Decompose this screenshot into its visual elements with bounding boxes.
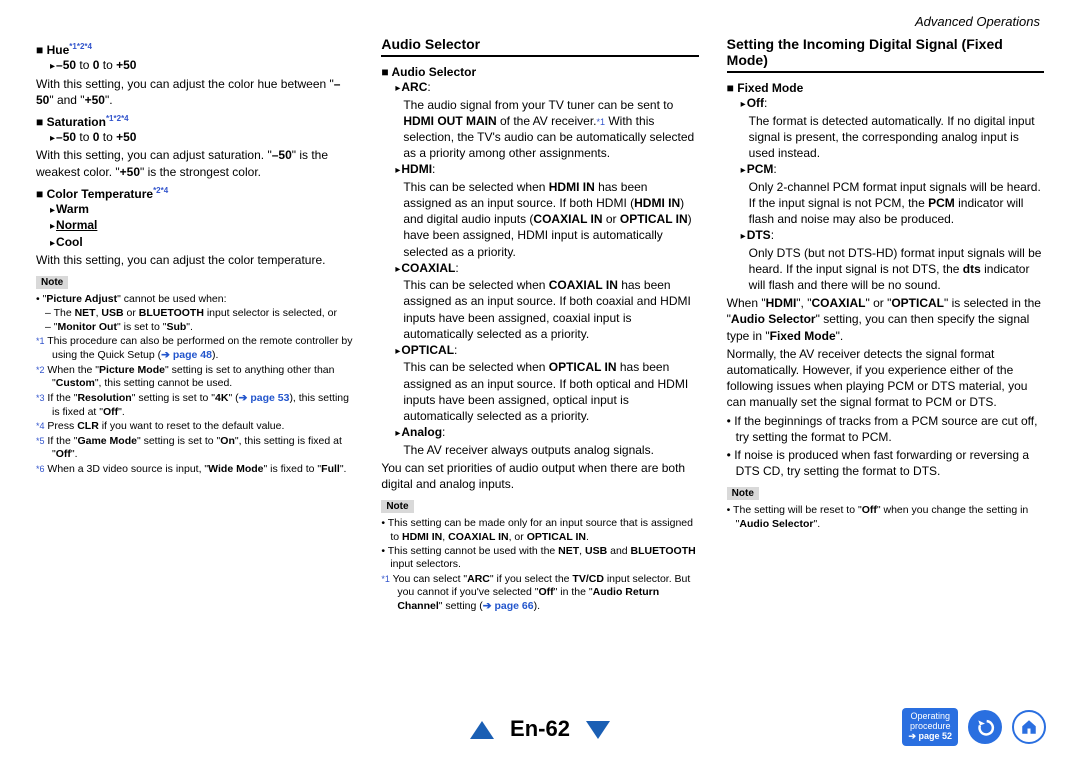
color-temp-label: Color Temperature*2*4 (36, 186, 353, 201)
ct-desc: With this setting, you can adjust the co… (36, 252, 353, 268)
audio-selector-label: Audio Selector (381, 65, 698, 79)
operating-procedure-button[interactable]: Operatingprocedure➔ page 52 (902, 708, 958, 746)
fixed-mode-heading: Setting the Incoming Digital Signal (Fix… (727, 36, 1044, 73)
content-columns: Hue*1*2*4 –50 to 0 to +50 With this sett… (0, 0, 1080, 614)
note-label-2: Note (381, 500, 413, 513)
dts-text: Only DTS (but not DTS-HD) format input s… (749, 245, 1044, 294)
home-icon (1020, 718, 1038, 736)
back-button[interactable] (968, 710, 1002, 744)
column-2: Audio Selector Audio Selector ARC: The a… (381, 36, 698, 614)
page-down-icon[interactable] (586, 721, 610, 739)
sat-range: –50 to 0 to +50 (50, 129, 353, 146)
column-1: Hue*1*2*4 –50 to 0 to +50 With this sett… (36, 36, 353, 614)
ct-cool: Cool (50, 234, 353, 251)
column-3: Setting the Incoming Digital Signal (Fix… (727, 36, 1044, 614)
hue-label: Hue*1*2*4 (36, 42, 353, 57)
hue-desc: With this setting, you can adjust the co… (36, 76, 353, 108)
note-list-2: • This setting can be made only for an i… (381, 517, 698, 572)
ct-normal: Normal (50, 217, 353, 234)
optical-text: This can be selected when OPTICAL IN has… (403, 359, 698, 424)
arc-label: ARC: (395, 79, 698, 96)
coax-text: This can be selected when COAXIAL IN has… (403, 277, 698, 342)
pcm-text: Only 2-channel PCM format input signals … (749, 179, 1044, 228)
note-list-1: • "Picture Adjust" cannot be used when: … (36, 293, 353, 334)
off-text: The format is detected automatically. If… (749, 113, 1044, 162)
hdmi-label: HDMI: (395, 161, 698, 178)
fixed-para1: When "HDMI", "COAXIAL" or "OPTICAL" is s… (727, 295, 1044, 344)
footnotes-1: *1 This procedure can also be performed … (36, 335, 353, 476)
hue-range: –50 to 0 to +50 (50, 57, 353, 74)
dts-label: DTS: (741, 227, 1044, 244)
ct-warm: Warm (50, 201, 353, 218)
fixed-para2: Normally, the AV receiver detects the si… (727, 346, 1044, 411)
fixed-b1: • If the beginnings of tracks from a PCM… (727, 413, 1044, 445)
page-header: Advanced Operations (915, 14, 1040, 29)
back-arrow-icon (975, 717, 995, 737)
off-label: Off: (741, 95, 1044, 112)
note-label-3: Note (727, 487, 759, 500)
note-list-3: • The setting will be reset to "Off" whe… (727, 504, 1044, 531)
fixed-mode-label: Fixed Mode (727, 81, 1044, 95)
page-up-icon[interactable] (470, 721, 494, 739)
note-label: Note (36, 276, 68, 289)
saturation-label: Saturation*1*2*4 (36, 114, 353, 129)
audio-selector-heading: Audio Selector (381, 36, 698, 57)
corner-buttons: Operatingprocedure➔ page 52 (902, 708, 1046, 746)
arc-text: The audio signal from your TV tuner can … (403, 97, 698, 162)
audio-priority-text: You can set priorities of audio output w… (381, 460, 698, 492)
optical-label: OPTICAL: (395, 342, 698, 359)
page-number: En-62 (510, 716, 570, 741)
pcm-label: PCM: (741, 161, 1044, 178)
coax-label: COAXIAL: (395, 260, 698, 277)
fixed-b2: • If noise is produced when fast forward… (727, 447, 1044, 479)
footnotes-2: *1 You can select "ARC" if you select th… (381, 573, 698, 614)
home-button[interactable] (1012, 710, 1046, 744)
hdmi-text: This can be selected when HDMI IN has be… (403, 179, 698, 260)
sat-desc: With this setting, you can adjust satura… (36, 147, 353, 179)
analog-label: Analog: (395, 424, 698, 441)
analog-text: The AV receiver always outputs analog si… (403, 442, 698, 458)
